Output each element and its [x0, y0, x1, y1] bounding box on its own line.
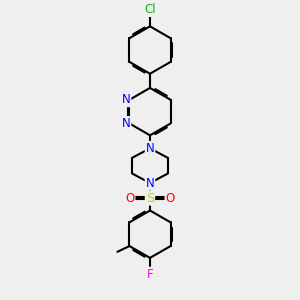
- Text: N: N: [146, 176, 154, 190]
- Text: N: N: [122, 117, 130, 130]
- Text: O: O: [125, 192, 134, 205]
- Text: O: O: [166, 192, 175, 205]
- Text: N: N: [122, 93, 130, 106]
- Text: N: N: [146, 142, 154, 155]
- Text: F: F: [147, 268, 153, 281]
- Text: S: S: [146, 192, 154, 205]
- Text: Cl: Cl: [144, 3, 156, 16]
